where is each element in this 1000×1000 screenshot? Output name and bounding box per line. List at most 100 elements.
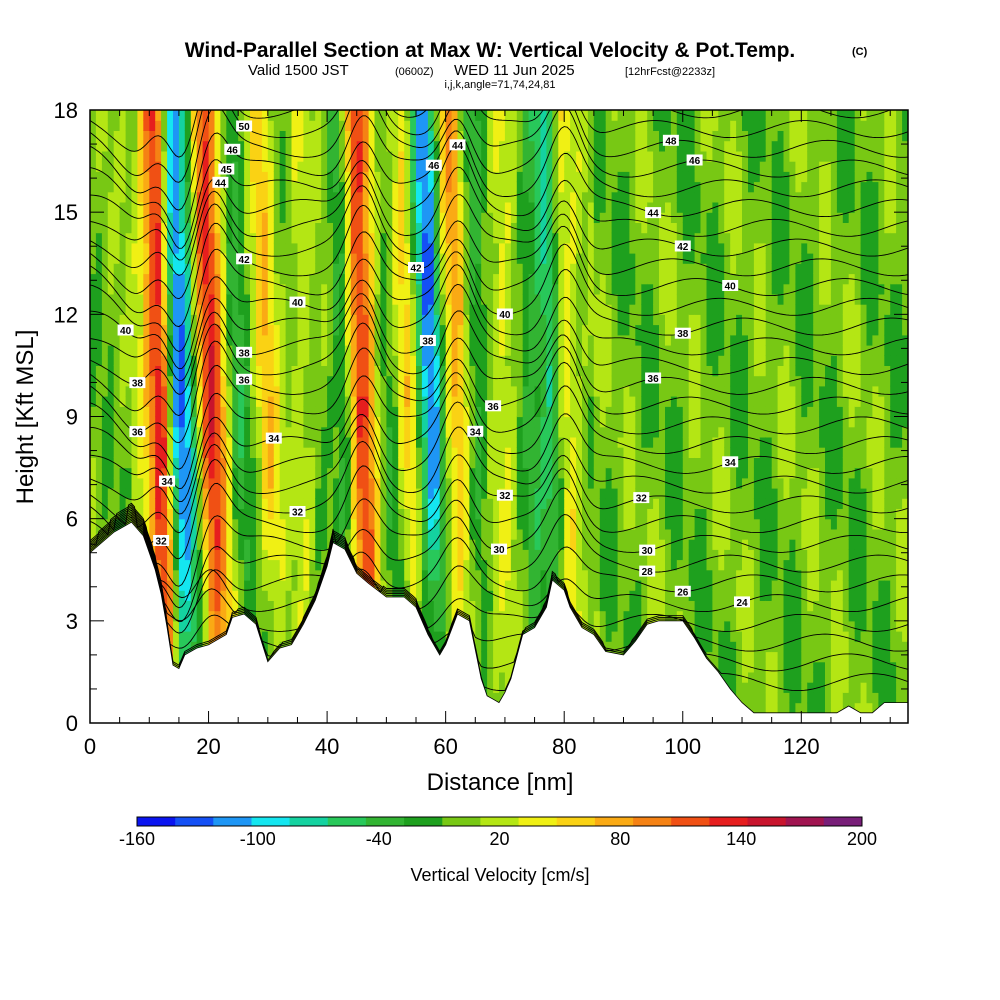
velocity-cell bbox=[137, 273, 144, 285]
velocity-cell bbox=[261, 610, 269, 622]
velocity-cell bbox=[95, 283, 103, 295]
velocity-cell bbox=[220, 447, 227, 458]
velocity-cell bbox=[315, 110, 322, 121]
velocity-cell bbox=[487, 253, 494, 264]
velocity-cell bbox=[546, 120, 553, 131]
velocity-cell bbox=[386, 355, 393, 366]
velocity-cell bbox=[250, 508, 257, 520]
velocity-cell bbox=[451, 508, 459, 520]
velocity-cell bbox=[344, 150, 352, 162]
velocity-cell bbox=[356, 263, 364, 275]
velocity-cell bbox=[528, 293, 536, 305]
velocity-cell bbox=[238, 559, 245, 571]
velocity-cell bbox=[250, 314, 257, 326]
velocity-cell bbox=[131, 171, 138, 183]
velocity-cell bbox=[510, 324, 518, 336]
velocity-cell bbox=[510, 140, 518, 152]
velocity-cell bbox=[161, 488, 168, 499]
velocity-cell bbox=[178, 232, 186, 244]
velocity-cell bbox=[516, 396, 524, 407]
velocity-cell bbox=[279, 518, 287, 530]
velocity-cell bbox=[113, 477, 121, 489]
velocity-cell bbox=[244, 528, 251, 540]
velocity-cell bbox=[516, 324, 524, 336]
velocity-cell bbox=[416, 314, 423, 326]
velocity-cell bbox=[510, 293, 518, 305]
velocity-cell bbox=[315, 539, 322, 550]
velocity-cell bbox=[439, 324, 447, 336]
velocity-cell bbox=[190, 130, 198, 142]
velocity-cell bbox=[214, 498, 221, 509]
velocity-cell bbox=[540, 191, 547, 203]
velocity-cell bbox=[475, 263, 482, 275]
velocity-cell bbox=[220, 202, 227, 213]
velocity-cell bbox=[564, 171, 571, 183]
velocity-cell bbox=[528, 304, 536, 315]
velocity-cell bbox=[95, 324, 103, 336]
velocity-cell bbox=[232, 242, 239, 254]
velocity-cell bbox=[528, 161, 536, 172]
velocity-cell bbox=[220, 620, 227, 632]
velocity-cell bbox=[504, 130, 512, 142]
velocity-cell bbox=[250, 212, 257, 223]
velocity-cell bbox=[167, 171, 174, 183]
velocity-cell bbox=[522, 171, 530, 183]
velocity-cell bbox=[404, 539, 411, 550]
velocity-cell bbox=[238, 140, 245, 152]
velocity-cell bbox=[190, 110, 198, 121]
velocity-cell bbox=[178, 488, 186, 499]
velocity-cell bbox=[386, 171, 393, 183]
velocity-cell bbox=[214, 273, 221, 285]
velocity-cell bbox=[528, 191, 536, 203]
velocity-cell bbox=[469, 191, 476, 203]
velocity-cell bbox=[499, 140, 506, 152]
velocity-cell bbox=[285, 631, 293, 642]
velocity-cell bbox=[327, 161, 334, 172]
velocity-cell bbox=[516, 385, 524, 397]
velocity-cell bbox=[374, 242, 381, 254]
velocity-cell bbox=[534, 181, 542, 193]
velocity-cell bbox=[481, 518, 488, 530]
velocity-cell bbox=[202, 508, 210, 520]
velocity-cell bbox=[421, 130, 429, 142]
velocity-cell bbox=[451, 600, 459, 612]
velocity-cell bbox=[173, 110, 180, 121]
velocity-cell bbox=[285, 528, 293, 540]
velocity-cell bbox=[327, 426, 334, 438]
velocity-cell bbox=[279, 631, 287, 642]
velocity-cell bbox=[131, 334, 138, 346]
velocity-cell bbox=[155, 191, 162, 203]
velocity-cell bbox=[576, 345, 583, 356]
velocity-cell bbox=[327, 406, 334, 418]
velocity-cell bbox=[410, 528, 417, 540]
velocity-cell bbox=[196, 396, 204, 407]
velocity-cell bbox=[439, 345, 447, 356]
velocity-cell bbox=[238, 161, 245, 172]
velocity-cell bbox=[333, 304, 340, 315]
velocity-cell bbox=[451, 242, 459, 254]
velocity-cell bbox=[327, 488, 334, 499]
velocity-cell bbox=[368, 130, 376, 142]
velocity-cell bbox=[202, 590, 210, 601]
velocity-cell bbox=[421, 314, 429, 326]
velocity-cell bbox=[350, 508, 358, 520]
velocity-cell bbox=[250, 345, 257, 356]
velocity-cell bbox=[173, 375, 180, 387]
velocity-cell bbox=[558, 518, 565, 530]
velocity-cell bbox=[540, 283, 547, 295]
velocity-cell bbox=[427, 273, 435, 285]
velocity-cell bbox=[226, 130, 233, 142]
velocity-cell bbox=[315, 140, 322, 152]
velocity-cell bbox=[303, 253, 310, 264]
velocity-cell bbox=[546, 447, 553, 458]
velocity-cell bbox=[504, 110, 512, 121]
velocity-cell bbox=[546, 569, 553, 581]
velocity-cell bbox=[202, 426, 210, 438]
velocity-cell bbox=[190, 549, 198, 561]
velocity-cell bbox=[173, 242, 180, 254]
velocity-cell bbox=[516, 406, 524, 418]
velocity-cell bbox=[315, 161, 322, 172]
velocity-cell bbox=[546, 345, 553, 356]
velocity-cell bbox=[570, 457, 577, 469]
velocity-cell bbox=[546, 549, 553, 561]
